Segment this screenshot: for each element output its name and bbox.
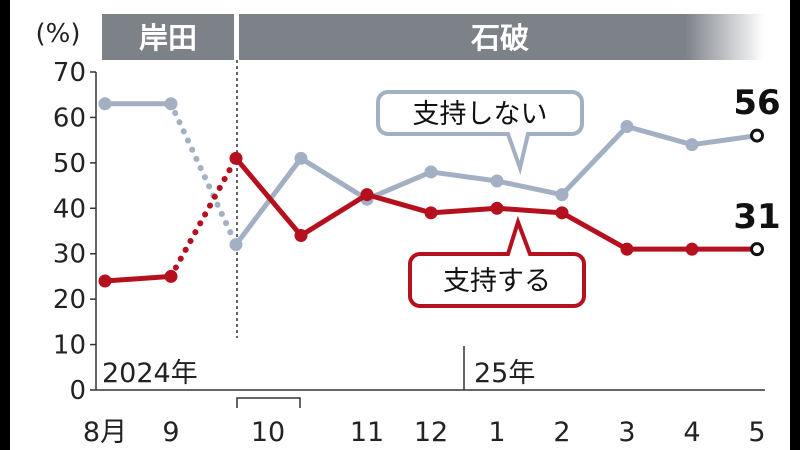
period-banner-kishida bbox=[102, 14, 234, 60]
y-tick-label: 30 bbox=[53, 240, 86, 270]
series-point bbox=[164, 269, 178, 283]
series-line-dotted-segment bbox=[168, 100, 239, 248]
y-tick-label: 40 bbox=[53, 194, 86, 224]
series-point bbox=[490, 174, 504, 188]
series-point bbox=[620, 242, 634, 256]
series-layer bbox=[98, 97, 764, 288]
series-point bbox=[555, 206, 569, 220]
period-label-ishiba: 石破 bbox=[470, 21, 529, 55]
x-tick-label: 12 bbox=[414, 417, 448, 448]
series-point bbox=[424, 206, 438, 220]
series-point bbox=[424, 165, 438, 179]
callout-not-support-box bbox=[376, 90, 584, 176]
y-tick-label: 10 bbox=[53, 331, 86, 361]
october-bracket bbox=[236, 397, 301, 408]
series-point bbox=[360, 188, 374, 202]
x-tick-labels: 8月 9 10 11 12 1 2 3 4 5 bbox=[83, 417, 766, 448]
series-line-segment bbox=[104, 273, 172, 284]
x-tick-label: 3 bbox=[618, 417, 635, 448]
callout-support: 支持する bbox=[408, 215, 586, 308]
axes bbox=[95, 72, 765, 408]
series-point bbox=[98, 97, 112, 111]
y-tick-label: 70 bbox=[53, 58, 86, 88]
callout-support-box bbox=[408, 215, 586, 308]
series-point bbox=[98, 274, 112, 288]
y-unit-label: (%) bbox=[36, 19, 81, 49]
series-point bbox=[490, 201, 504, 215]
x-tick-label: 4 bbox=[683, 417, 700, 448]
end-value-support: 31 bbox=[733, 197, 780, 237]
left-frame-bar bbox=[0, 0, 10, 450]
series-end-point bbox=[750, 242, 764, 257]
x-tick-label: 8月 bbox=[83, 417, 127, 448]
year-label-2025: 25年 bbox=[474, 358, 535, 389]
series-point bbox=[294, 151, 308, 165]
y-tick-label: 60 bbox=[53, 103, 86, 133]
series-end-point bbox=[750, 128, 764, 143]
x-tick-label: 1 bbox=[488, 417, 505, 448]
series-point bbox=[685, 242, 699, 256]
series-line-dotted-segment bbox=[168, 155, 239, 280]
callout-not-support-label: 支持しない bbox=[413, 99, 548, 130]
series-point bbox=[294, 229, 308, 243]
year-label-2024: 2024年 bbox=[102, 358, 198, 389]
series-point bbox=[555, 188, 569, 202]
series-point bbox=[685, 138, 699, 152]
x-tick-label: 2 bbox=[553, 417, 570, 448]
series-point bbox=[229, 151, 243, 165]
y-ticks: 0 10 20 30 40 50 60 70 bbox=[53, 58, 96, 406]
x-tick-label: 9 bbox=[162, 417, 179, 448]
series-point bbox=[620, 120, 634, 134]
series-point bbox=[229, 238, 243, 252]
right-frame-bar bbox=[790, 0, 800, 450]
callout-not-support: 支持しない bbox=[376, 90, 584, 176]
period-label-kishida: 岸田 bbox=[139, 21, 197, 55]
y-tick-label: 50 bbox=[53, 149, 86, 179]
callout-support-label: 支持する bbox=[443, 266, 551, 297]
series-point bbox=[164, 97, 178, 111]
x-tick-label: 11 bbox=[350, 417, 384, 448]
y-tick-label: 20 bbox=[53, 285, 86, 315]
period-banner-ishiba bbox=[239, 14, 764, 60]
x-tick-label: 5 bbox=[748, 417, 765, 448]
end-value-not-support: 56 bbox=[733, 83, 780, 123]
y-tick-label: 0 bbox=[69, 376, 86, 406]
x-tick-label: 10 bbox=[251, 417, 285, 448]
